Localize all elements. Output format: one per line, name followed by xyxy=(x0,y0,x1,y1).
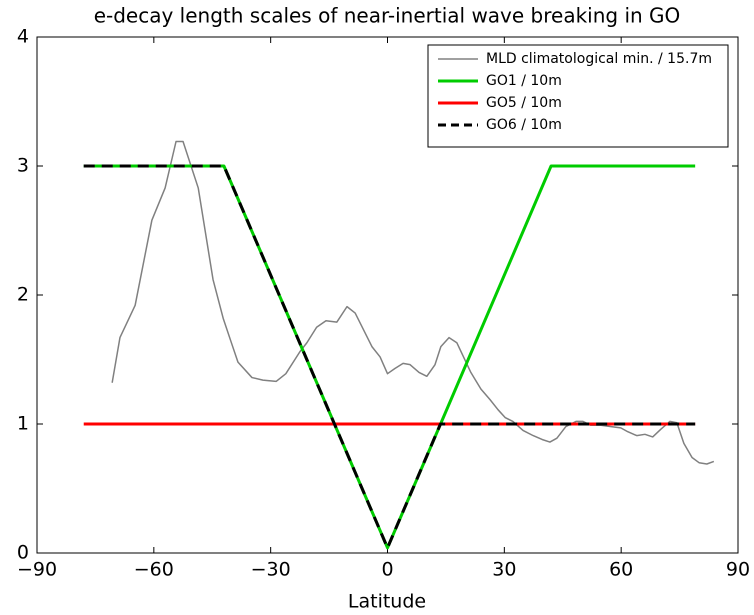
legend-label: GO6 / 10m xyxy=(486,117,562,133)
series-line xyxy=(111,140,715,465)
legend-box xyxy=(427,44,729,148)
plot-frame xyxy=(36,36,739,554)
x-tick-label: 90 xyxy=(726,559,750,581)
legend: MLD climatological min. / 15.7m GO1 / 10m… xyxy=(427,44,729,148)
legend-label: MLD climatological min. / 15.7m xyxy=(486,51,712,67)
chart-title: e-decay length scales of near-inertial w… xyxy=(94,4,681,28)
x-tick-label: 60 xyxy=(609,559,633,581)
series-line xyxy=(83,164,696,550)
x-tick-label: 30 xyxy=(492,559,516,581)
legend-label: GO1 / 10m xyxy=(486,73,562,89)
series-line xyxy=(83,164,696,550)
x-tick-label: −90 xyxy=(17,559,57,581)
x-tick-label: −60 xyxy=(134,559,174,581)
y-tick-label: 0 xyxy=(17,542,29,564)
x-axis-label: Latitude xyxy=(348,591,426,613)
y-tick-label: 2 xyxy=(17,284,29,306)
y-tick-label: 3 xyxy=(17,155,29,177)
x-tick-label: −30 xyxy=(251,559,291,581)
x-tick-label: 0 xyxy=(381,559,393,581)
y-tick-label: 1 xyxy=(17,413,29,435)
y-tick-label: 4 xyxy=(17,26,29,48)
legend-label: GO5 / 10m xyxy=(486,95,562,111)
